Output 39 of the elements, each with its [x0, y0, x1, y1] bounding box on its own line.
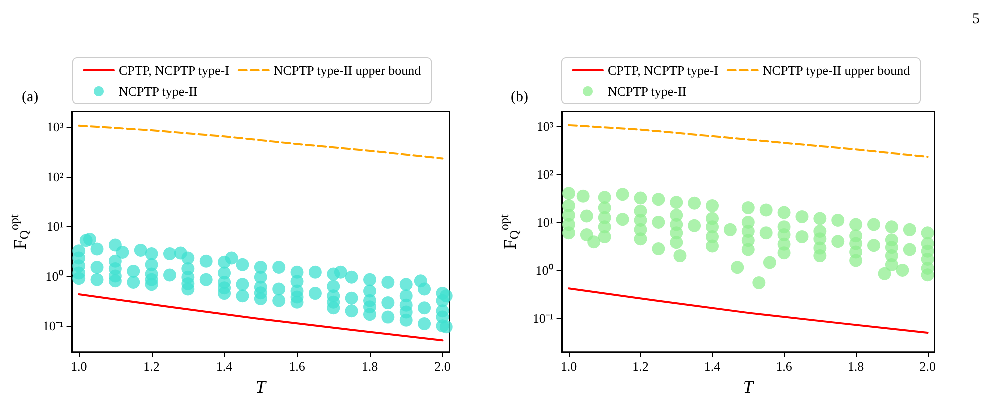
x-tick-label: 1.2: [144, 359, 160, 374]
x-tick-label: 1.2: [632, 359, 649, 374]
x-tick-label: 1.6: [289, 359, 306, 374]
y-tick-label: 10¹: [536, 214, 554, 230]
x-tick-label: 1.6: [776, 359, 793, 374]
x-tick-label: 2.0: [920, 359, 936, 374]
line-series: [78, 124, 444, 160]
x-tick-label: 2.0: [434, 359, 451, 374]
y-tick-label: 10¹: [46, 219, 64, 234]
x-tick-label: 1.4: [704, 359, 722, 374]
x-tick-label: 1.0: [70, 359, 88, 374]
text: (b): [511, 90, 528, 106]
y-tick-label: 10³: [46, 119, 64, 134]
x-axis-title: T: [256, 377, 268, 397]
text: 5: [972, 12, 980, 28]
legend-label: CPTP, NCPTP type-I: [608, 63, 718, 78]
text: (a): [22, 90, 39, 106]
y-tick-label: 10⁻¹: [532, 311, 554, 326]
x-tick-label: 1.8: [362, 359, 378, 374]
legend-label: NCPTP type-II: [119, 84, 198, 99]
x-tick-label: 1.4: [216, 359, 234, 374]
legend-label: NCPTP type-II upper bound: [274, 63, 422, 78]
line-series: [568, 288, 929, 334]
legend-label: CPTP, NCPTP type-I: [119, 63, 230, 78]
y-axis-title: FQopt: [498, 214, 522, 250]
x-tick-label: 1.0: [560, 359, 578, 374]
x-axis-title: T: [743, 377, 756, 397]
y-tick-label: 10⁰: [46, 268, 64, 284]
y-tick-label: 10²: [536, 166, 554, 182]
line-series: [78, 294, 444, 342]
x-tick-label: 1.8: [848, 359, 864, 374]
y-tick-label: 10³: [536, 118, 554, 134]
legend-label: NCPTP type-II upper bound: [762, 63, 911, 78]
line-series: [568, 124, 929, 158]
legend-label: NCPTP type-II: [608, 84, 687, 99]
y-tick-label: 10⁻¹: [42, 318, 64, 334]
y-axis-title: FQopt: [8, 214, 32, 250]
y-tick-label: 10²: [46, 169, 64, 184]
y-tick-label: 10⁰: [536, 263, 554, 278]
